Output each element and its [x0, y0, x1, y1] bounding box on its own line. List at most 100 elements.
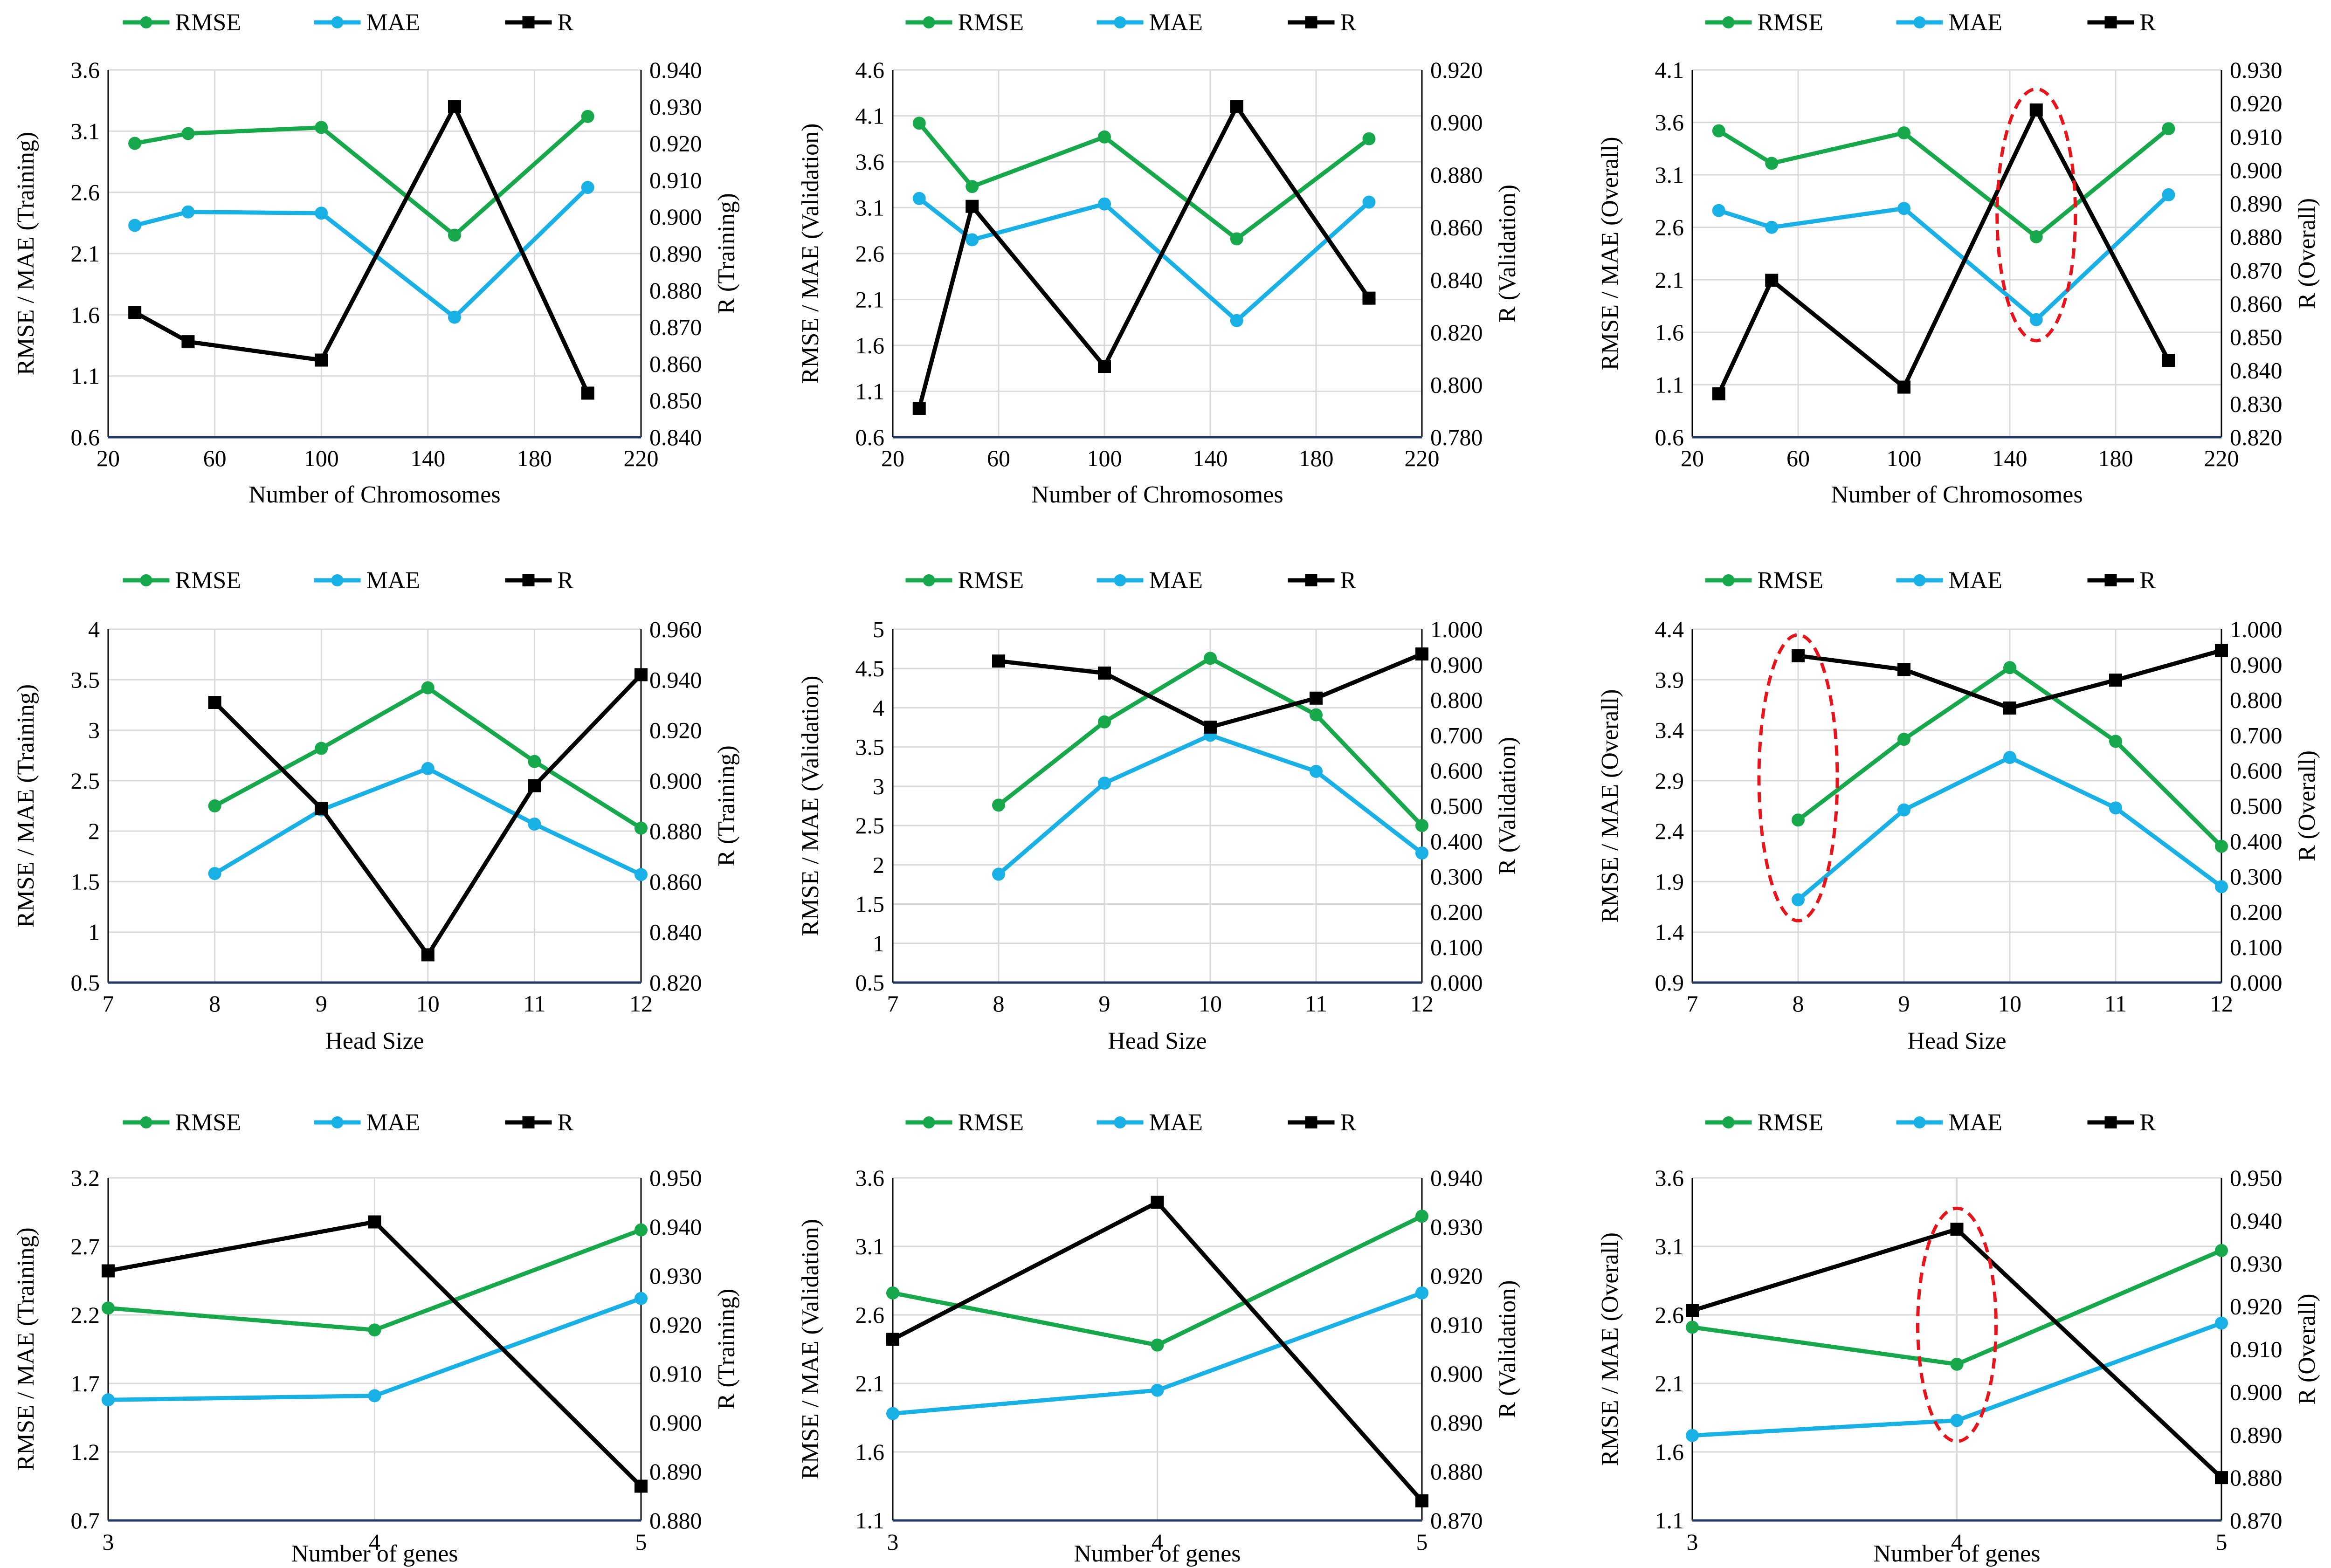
data-point-mae: [2003, 751, 2016, 764]
series-r: [912, 100, 1376, 415]
data-point-mae: [2109, 801, 2122, 815]
data-point-r: [1310, 691, 1323, 705]
data-point-mae: [1415, 846, 1428, 860]
legend-label-rmse: RMSE: [175, 567, 241, 594]
series-line-mae: [917, 197, 1371, 323]
legend-label-r: R: [558, 567, 574, 594]
data-point-r: [315, 353, 328, 367]
data-point-mae: [528, 817, 541, 831]
x-tick-label: 4: [369, 1529, 380, 1555]
data-point-mae: [1765, 220, 1779, 234]
data-point-r: [2029, 103, 2043, 117]
y-left-tick-label: 4.6: [855, 57, 885, 83]
x-tick-label: 180: [1299, 445, 1334, 471]
y-right-tick-label: 0.860: [649, 351, 702, 377]
series-mae: [992, 729, 1428, 881]
data-point-rmse: [1950, 1357, 1964, 1371]
x-tick-label: 180: [2098, 445, 2133, 471]
y-right-tick-label: 0.920: [649, 1312, 702, 1338]
y-left-tick-label: 3.1: [1655, 1233, 1684, 1259]
y-left-tick-label: 2.1: [855, 287, 885, 313]
data-point-mae: [581, 181, 594, 194]
y-left-tick-label: 2.5: [855, 812, 885, 839]
data-point-mae: [2029, 313, 2043, 326]
x-axis-title: Head Size: [1907, 1028, 2006, 1054]
x-tick-label: 60: [1786, 445, 1810, 471]
y-right-tick-label: 0.500: [2230, 793, 2283, 819]
y-left-tick-label: 2.1: [855, 1370, 885, 1396]
y-left-tick-label: 4: [88, 616, 100, 642]
data-point-r: [181, 335, 195, 349]
y-right-tick-label: 0.880: [1430, 1458, 1483, 1485]
y-right-tick-label: 0.880: [2230, 224, 2283, 250]
y-right-tick-label: 1.000: [2230, 616, 2283, 642]
data-point-r: [315, 802, 328, 815]
legend-label-r: R: [1340, 1109, 1357, 1136]
highlight-ellipse: [1995, 87, 2077, 343]
y-left-tick-label: 1.6: [71, 302, 100, 328]
data-point-mae: [181, 205, 195, 219]
data-point-r: [634, 1479, 648, 1493]
x-tick-label: 220: [624, 445, 659, 471]
x-axis-title: Number of genes: [291, 1540, 458, 1567]
y-left-tick-label: 4: [873, 695, 884, 721]
y-right-tick-label: 0.820: [1430, 319, 1483, 345]
y-left-tick-label: 2.1: [71, 241, 100, 267]
y-left-tick-label: 3.5: [855, 734, 885, 760]
legend-label-rmse: RMSE: [175, 1109, 241, 1136]
series-line-r: [1717, 108, 2171, 395]
y-right-tick-label: 0.920: [649, 131, 702, 157]
y-right-tick-label: 0.870: [649, 314, 702, 340]
chart-panel-chrom-training: 20 60 100 140 180 220 0.6 1.1 1.6 2.1 2.6 3.1 3.6 0.8…: [13, 9, 740, 508]
data-point-rmse: [1415, 1210, 1428, 1223]
series-line-r: [133, 104, 590, 394]
x-tick-label: 3: [1687, 1529, 1698, 1555]
y-right-tick-label: 0.870: [2230, 257, 2283, 283]
y-right-tick-label: 0.940: [2230, 1208, 2283, 1234]
y-right-tick-label: 0.890: [2230, 1422, 2283, 1448]
y-left-tick-label: 2.6: [855, 241, 885, 267]
data-point-rmse: [1712, 124, 1725, 138]
y-right-tick-label: 0.900: [1430, 1361, 1483, 1387]
y-left-tick-label: 3.9: [1655, 667, 1684, 693]
x-tick-label: 100: [1087, 445, 1122, 471]
highlight-ellipse: [1757, 633, 1839, 922]
legend-marker-r: [1305, 1116, 1317, 1128]
y-left-tick-label: 1.1: [855, 378, 885, 405]
data-point-rmse: [1098, 130, 1111, 144]
x-tick-label: 4: [1951, 1529, 1963, 1555]
data-point-mae: [1415, 1286, 1428, 1300]
x-tick-label: 3: [103, 1529, 114, 1555]
x-tick-label: 9: [316, 990, 327, 1017]
data-point-rmse: [634, 821, 648, 835]
y-right-axis-title: R (Overall): [2294, 1293, 2320, 1404]
y-right-tick-label: 1.000: [1430, 616, 1483, 642]
y-right-tick-label: 0.400: [1430, 828, 1483, 854]
y-right-tick-label: 0.100: [1430, 934, 1483, 960]
data-point-r: [992, 654, 1005, 668]
y-left-tick-label: 0.7: [71, 1507, 100, 1534]
legend-marker-mae: [331, 574, 344, 586]
y-right-tick-label: 0.300: [1430, 864, 1483, 890]
data-point-r: [1950, 1223, 1964, 1236]
legend-label-mae: MAE: [1149, 1109, 1203, 1136]
series-r: [102, 1215, 648, 1493]
y-left-tick-label: 3.1: [855, 195, 885, 221]
y-right-tick-label: 0.840: [649, 919, 702, 945]
data-point-r: [912, 402, 926, 415]
y-right-tick-label: 0.860: [1430, 214, 1483, 241]
y-right-tick-label: 0.890: [2230, 191, 2283, 217]
y-left-axis-title: RMSE / MAE (Validation): [797, 1219, 824, 1479]
data-point-mae: [1950, 1414, 1964, 1427]
data-point-mae: [2162, 188, 2175, 201]
data-point-rmse: [966, 180, 979, 193]
data-point-rmse: [1415, 819, 1428, 832]
data-point-mae: [886, 1407, 899, 1420]
data-point-r: [1151, 1196, 1164, 1209]
y-right-axis-title: R (Validation): [1494, 737, 1521, 875]
legend-label-r: R: [2140, 9, 2156, 36]
x-tick-label: 5: [635, 1529, 647, 1555]
data-point-rmse: [886, 1286, 899, 1300]
x-tick-label: 220: [2204, 445, 2239, 471]
y-left-axis-title: RMSE / MAE (Training): [13, 1227, 39, 1471]
